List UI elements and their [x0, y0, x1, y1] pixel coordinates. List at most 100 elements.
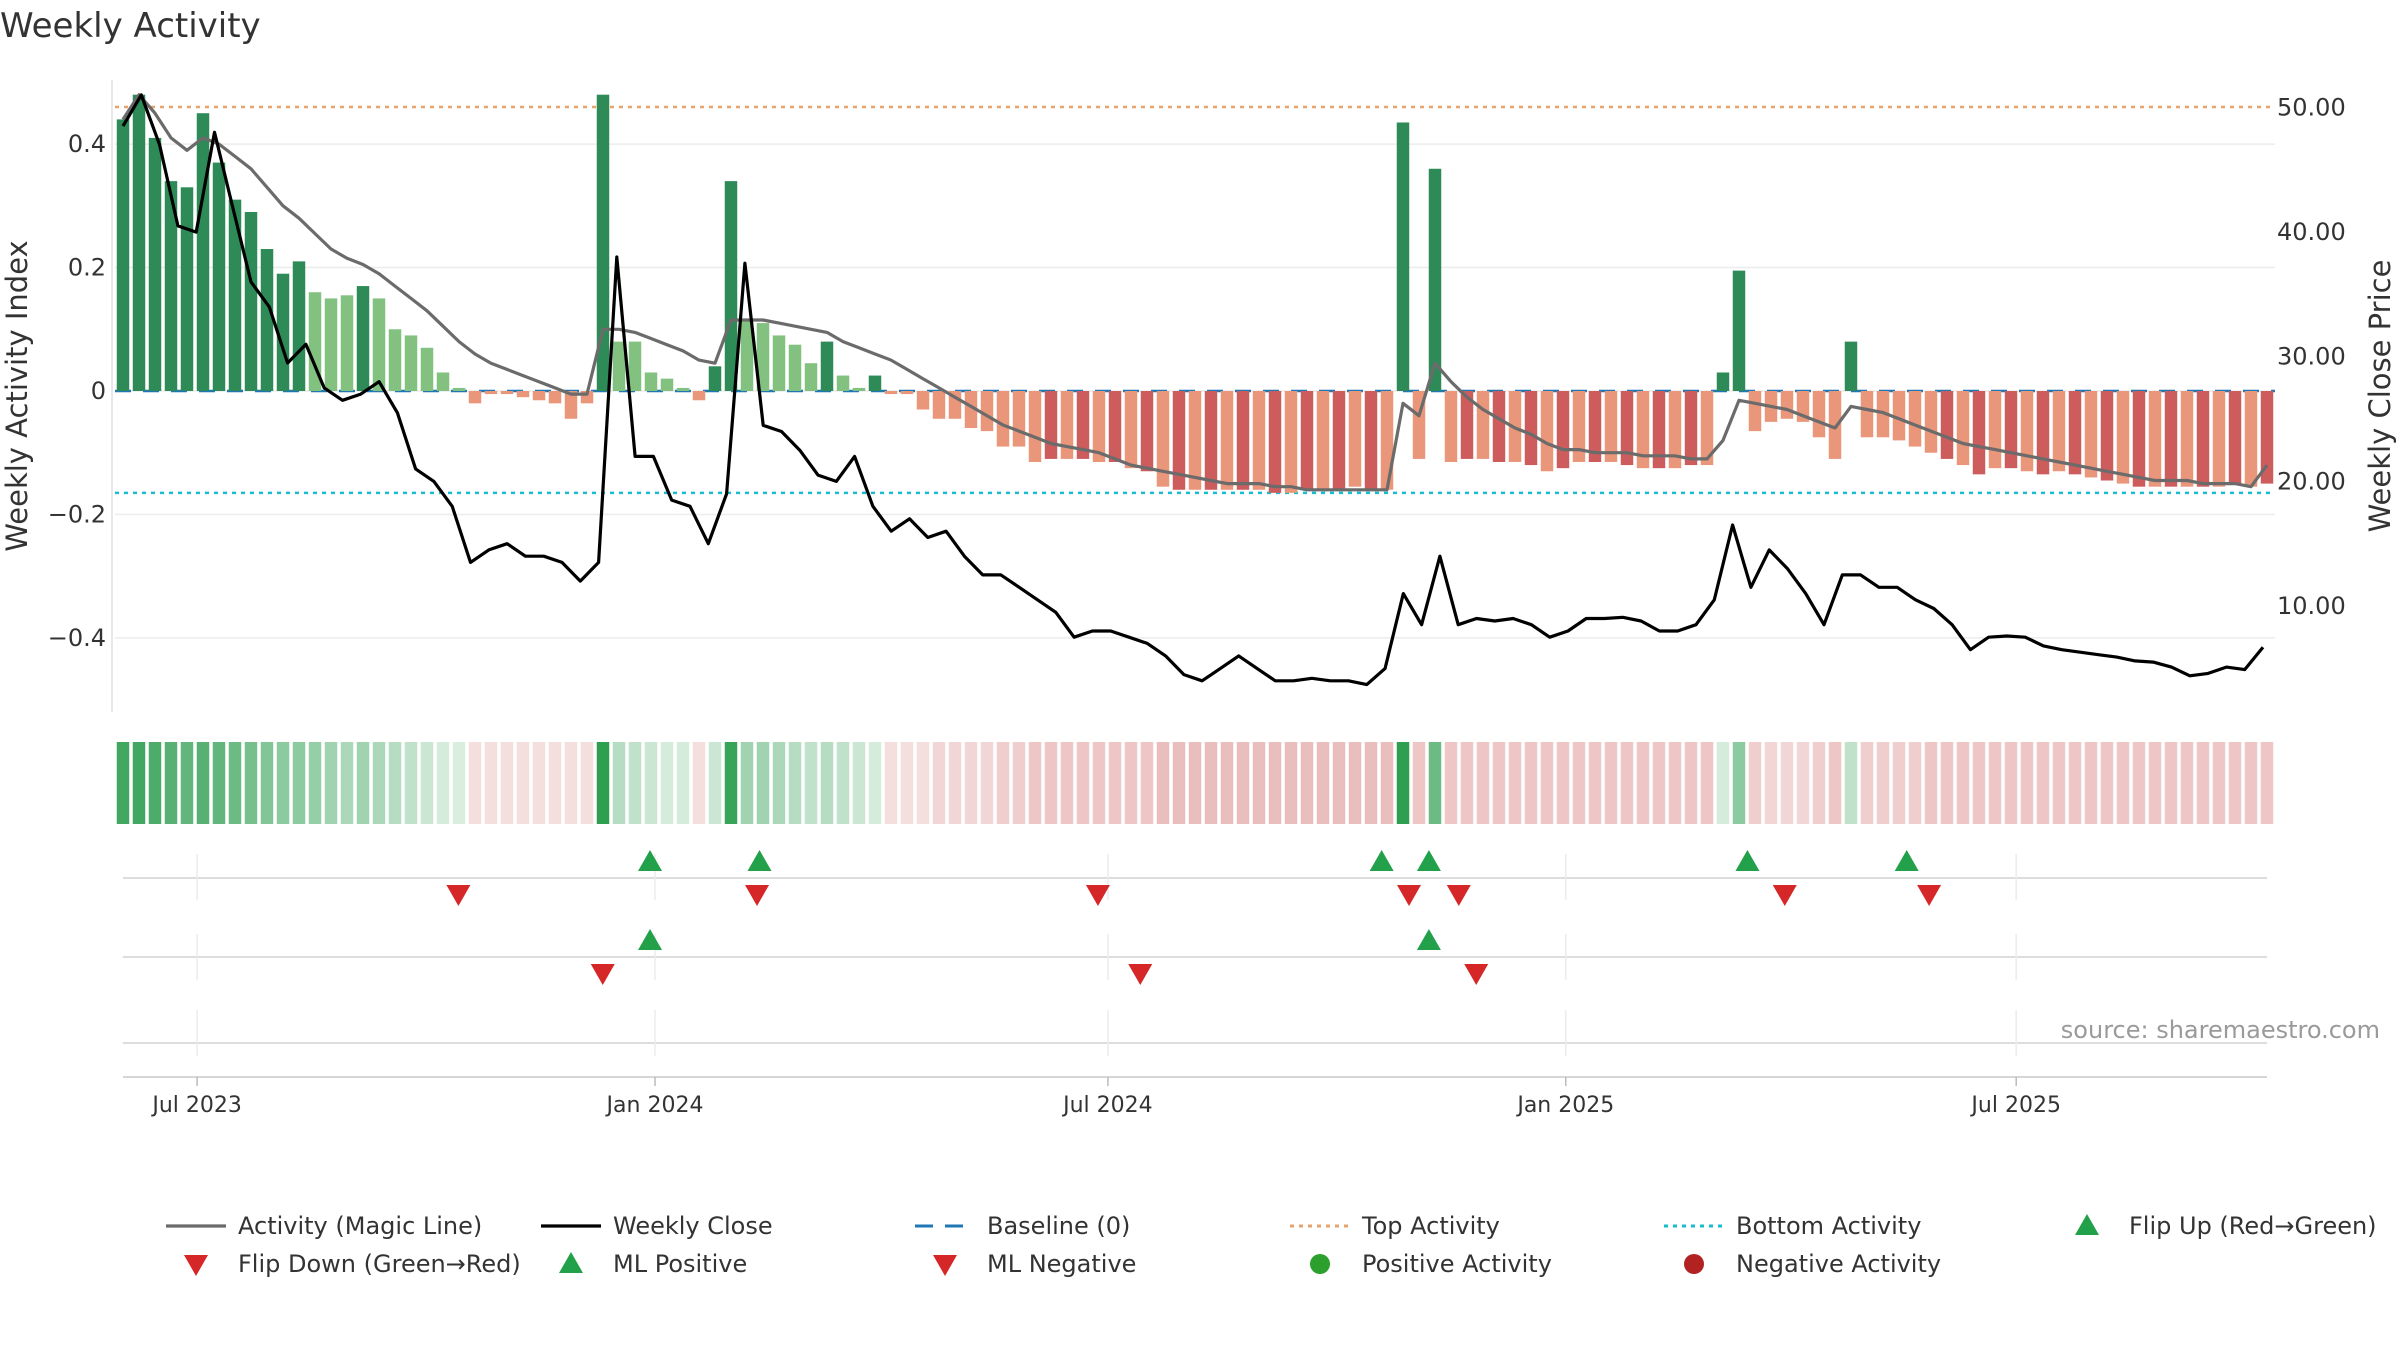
activity-bar — [388, 329, 402, 391]
activity-bar — [2180, 391, 2194, 487]
weekly-close-line — [121, 93, 2265, 687]
activity-bar — [1572, 391, 1586, 462]
activity-bar — [564, 391, 578, 419]
strip-cell — [1604, 742, 1618, 824]
activity-bar — [1348, 391, 1362, 487]
strip-cell — [1108, 742, 1122, 824]
activity-bar — [2068, 391, 2082, 475]
strip-cell — [132, 742, 146, 824]
strip-cell — [180, 742, 194, 824]
y2-tick-label: 10.00 — [2277, 592, 2346, 620]
activity-bar — [724, 181, 738, 391]
activity-bar — [1972, 391, 1986, 475]
flip-down-marker — [1917, 885, 1942, 906]
strip-cell — [2004, 742, 2018, 824]
strip-cell — [1284, 742, 1298, 824]
activity-bar — [468, 391, 482, 404]
flip-down-marker — [446, 885, 471, 906]
legend-swatch — [559, 1252, 583, 1273]
activity-bar — [1620, 391, 1634, 466]
strip-cell — [564, 742, 578, 824]
strip-cell — [1332, 742, 1346, 824]
activity-bar — [1460, 391, 1474, 459]
axes: 0.4 0.2 0 −0.2 −0.4 Weekly Activity Index 50.0… — [0, 80, 2397, 712]
strip-cell — [1028, 742, 1042, 824]
flip-up-marker — [1894, 850, 1919, 871]
activity-bar — [484, 391, 498, 395]
y-tick-label: 0.2 — [68, 254, 106, 282]
activity-bar — [1284, 391, 1298, 493]
strip-cell — [1812, 742, 1826, 824]
strip-cell — [628, 742, 642, 824]
activity-bar — [740, 320, 754, 391]
strip-cell — [1508, 742, 1522, 824]
activity-bar — [772, 335, 786, 391]
strip-cell — [1380, 742, 1394, 824]
strip-cell — [916, 742, 930, 824]
x-axis: Jul 2023 Jan 2024 Jul 2024 Jan 2025 Jul 2025 — [150, 1077, 2061, 1118]
strip-cell — [2084, 742, 2098, 824]
strip-cell — [196, 742, 210, 824]
strip-cell — [1540, 742, 1554, 824]
strip-cell — [1940, 742, 1954, 824]
legend-label: Flip Up (Red→Green) — [2129, 1212, 2377, 1240]
activity-bar — [1828, 391, 1842, 459]
x-tick-label: Jan 2024 — [605, 1093, 704, 1118]
activity-bar — [596, 94, 610, 391]
strip-cell — [244, 742, 258, 824]
activity-bar — [500, 391, 514, 395]
legend-label: Activity (Magic Line) — [238, 1212, 482, 1240]
strip-cell — [1876, 742, 1890, 824]
activity-bars — [116, 94, 2274, 493]
strip-cell — [1188, 742, 1202, 824]
strip-cell — [900, 742, 914, 824]
x-tick-label: Jul 2025 — [1969, 1093, 2061, 1118]
strip-cell — [1732, 742, 1746, 824]
activity-bar — [2260, 391, 2274, 484]
strip-cell — [340, 742, 354, 824]
strip-cell — [1668, 742, 1682, 824]
strip-cell — [772, 742, 786, 824]
legend-swatch — [1310, 1254, 1330, 1274]
strip-cell — [1972, 742, 1986, 824]
activity-bar — [836, 375, 850, 391]
strip-cell — [484, 742, 498, 824]
y2-tick-label: 40.00 — [2277, 218, 2346, 246]
legend-label: Top Activity — [1361, 1212, 1500, 1240]
strip-cell — [1588, 742, 1602, 824]
activity-bar — [308, 292, 322, 391]
activity-bar — [1076, 391, 1090, 459]
strip-cell — [1620, 742, 1634, 824]
activity-bar — [292, 261, 306, 391]
activity-bar — [1140, 391, 1154, 472]
strip-cell — [836, 742, 850, 824]
activity-bar — [628, 341, 642, 391]
activity-bar — [1092, 391, 1106, 462]
strip-cell — [596, 742, 610, 824]
strip-cell — [148, 742, 162, 824]
activity-bar — [1428, 168, 1442, 391]
activity-bar — [1604, 391, 1618, 462]
legend-swatch — [184, 1255, 208, 1276]
strip-cell — [1476, 742, 1490, 824]
strip-cell — [372, 742, 386, 824]
flip-down-marker — [1446, 885, 1471, 906]
strip-cell — [1844, 742, 1858, 824]
activity-bar — [164, 181, 178, 391]
activity-bar — [2084, 391, 2098, 478]
activity-bar — [2100, 391, 2114, 481]
strip-cell — [884, 742, 898, 824]
strip-cell — [852, 742, 866, 824]
source-label: source: sharemaestro.com — [2061, 1016, 2380, 1044]
activity-bar — [692, 391, 706, 401]
activity-bar — [1156, 391, 1170, 487]
series-lines — [121, 93, 2269, 687]
activity-bar — [324, 298, 338, 391]
strip-cell — [404, 742, 418, 824]
activity-bar — [1748, 391, 1762, 432]
strip-cell — [740, 742, 754, 824]
strip-cell — [1908, 742, 1922, 824]
strip-cell — [868, 742, 882, 824]
legend-label: Positive Activity — [1362, 1250, 1552, 1278]
